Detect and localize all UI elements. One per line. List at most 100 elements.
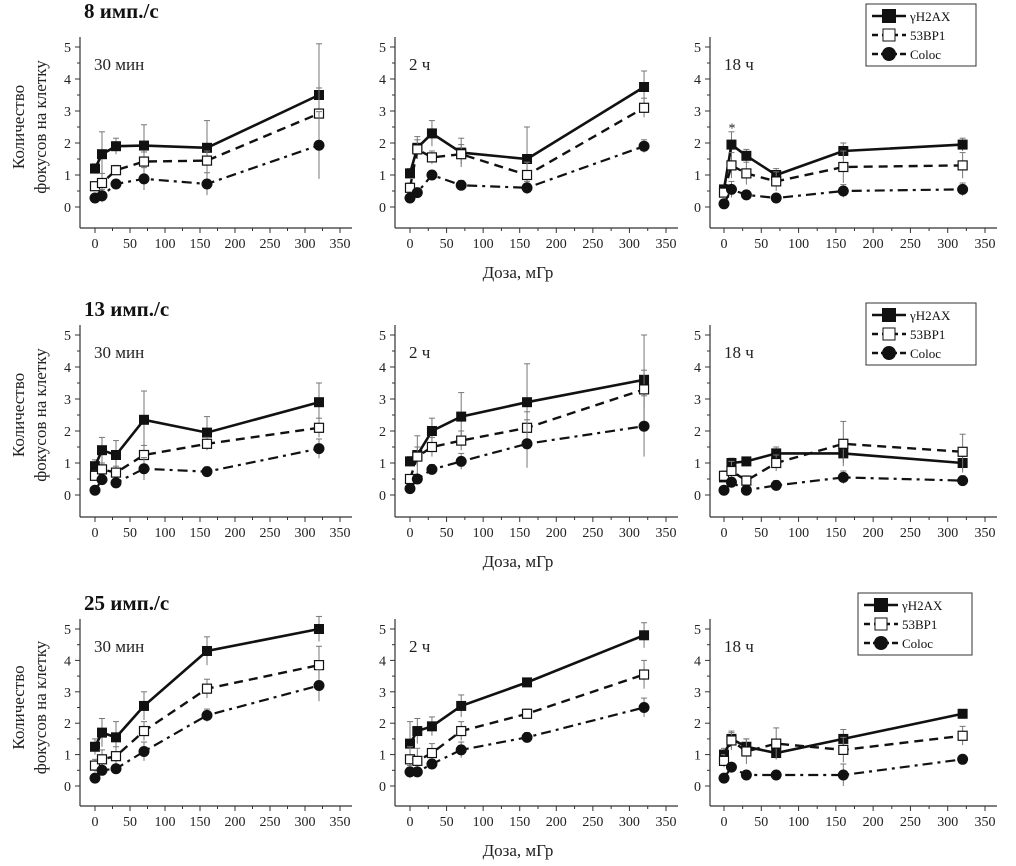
y-axis-label: Количество фокусов на клетку [9, 60, 50, 194]
x-tick-label: 300 [937, 815, 958, 830]
data-point [837, 185, 849, 197]
panel-3-2: 0 50 100 150 200 250 300 350 0 1 2 3 4 5 2 ч [379, 619, 678, 830]
y-tick-label: 5 [64, 329, 71, 344]
data-point [313, 443, 325, 455]
x-axis-label: Доза, мГр [483, 263, 554, 282]
data-point [638, 384, 650, 395]
data-point [725, 761, 737, 773]
x-tick-label: 300 [619, 237, 640, 252]
y-tick-label: 2 [694, 717, 701, 732]
data-point [405, 168, 415, 179]
data-point [426, 721, 437, 732]
significance-annotation: * [728, 122, 735, 137]
data-point [412, 755, 423, 766]
x-tick-label: 150 [190, 526, 211, 541]
data-point [201, 438, 213, 449]
row-title: 25 имп./с [84, 591, 169, 615]
x-tick-label: 100 [473, 237, 494, 252]
x-tick-label: 200 [225, 815, 246, 830]
data-point [90, 163, 100, 174]
x-tick-label: 100 [473, 526, 494, 541]
row-2: 13 имп./с Количество фокусов на клетку Доза… [9, 297, 997, 571]
data-point [138, 173, 150, 185]
y-tick-label: 5 [379, 623, 386, 638]
y-tick-label: 0 [64, 489, 71, 504]
y-axis-label: Количество фокусов на клетку [9, 640, 50, 774]
data-point [521, 708, 533, 719]
y-axis-label-line: Количество [9, 85, 28, 169]
x-tick-label: 350 [656, 237, 677, 252]
x-tick-label: 200 [863, 237, 884, 252]
x-tick-label: 350 [330, 526, 351, 541]
series-Coloc [404, 395, 650, 495]
data-point [456, 435, 467, 446]
data-point [411, 766, 423, 778]
x-tick-label: 350 [975, 237, 996, 252]
y-tick-label: 4 [64, 361, 71, 376]
legend-marker [882, 308, 896, 322]
x-tick-label: 50 [754, 815, 768, 830]
legend-marker [874, 598, 888, 612]
data-point [455, 179, 467, 191]
y-tick-label: 3 [64, 686, 71, 701]
data-point [522, 154, 533, 164]
x-tick-label: 250 [260, 237, 281, 252]
y-tick-label: 1 [379, 169, 386, 184]
data-point [456, 700, 467, 711]
series-53BP1 [89, 417, 325, 481]
data-point [97, 445, 107, 456]
data-point [638, 420, 650, 432]
y-tick-label: 3 [64, 105, 71, 120]
x-tick-label: 100 [788, 526, 809, 541]
y-tick-label: 0 [379, 489, 386, 504]
data-point [111, 732, 121, 743]
series-line [409, 425, 645, 490]
panel-label: 2 ч [409, 637, 431, 656]
x-tick-label: 0 [92, 815, 99, 830]
data-point [771, 738, 782, 749]
x-tick-label: 200 [863, 526, 884, 541]
x-tick-label: 350 [656, 526, 677, 541]
x-tick-label: 350 [975, 526, 996, 541]
x-tick-label: 300 [937, 237, 958, 252]
panel-label: 18 ч [724, 343, 754, 362]
data-point [411, 473, 423, 485]
y-tick-label: 2 [64, 137, 71, 152]
data-point [426, 463, 438, 475]
data-point [426, 152, 438, 163]
data-point [111, 141, 121, 152]
series-Coloc [89, 438, 325, 496]
data-point [638, 669, 650, 680]
data-point [96, 190, 108, 202]
series-53BP1 [718, 725, 968, 768]
y-tick-label: 3 [694, 686, 701, 701]
data-point [412, 451, 423, 462]
legend-label: 53BP1 [910, 28, 945, 43]
data-point [521, 182, 533, 194]
data-point [638, 102, 650, 113]
data-point [639, 630, 650, 641]
legend-marker [882, 28, 896, 42]
panel-label: 30 мин [94, 55, 144, 74]
y-tick-label: 2 [694, 137, 701, 152]
data-point [202, 427, 212, 438]
y-tick-label: 2 [64, 425, 71, 440]
y-tick-label: 4 [64, 654, 71, 669]
panel-1-1: 0 50 100 150 200 250 300 350 0 1 2 3 4 5 30 мин [64, 37, 352, 252]
y-tick-label: 3 [694, 105, 701, 120]
x-tick-label: 150 [190, 237, 211, 252]
y-tick-label: 3 [379, 105, 386, 120]
data-point [718, 484, 730, 496]
y-axis-label-line: Количество [9, 665, 28, 749]
data-point [313, 680, 325, 692]
data-point [139, 700, 149, 711]
data-point [770, 192, 782, 204]
x-tick-label: 350 [975, 815, 996, 830]
series-53BP1 [404, 97, 650, 193]
data-point [202, 645, 212, 656]
data-point [313, 139, 325, 151]
y-tick-label: 3 [379, 393, 386, 408]
legend-marker [882, 327, 896, 341]
x-tick-label: 50 [123, 526, 137, 541]
